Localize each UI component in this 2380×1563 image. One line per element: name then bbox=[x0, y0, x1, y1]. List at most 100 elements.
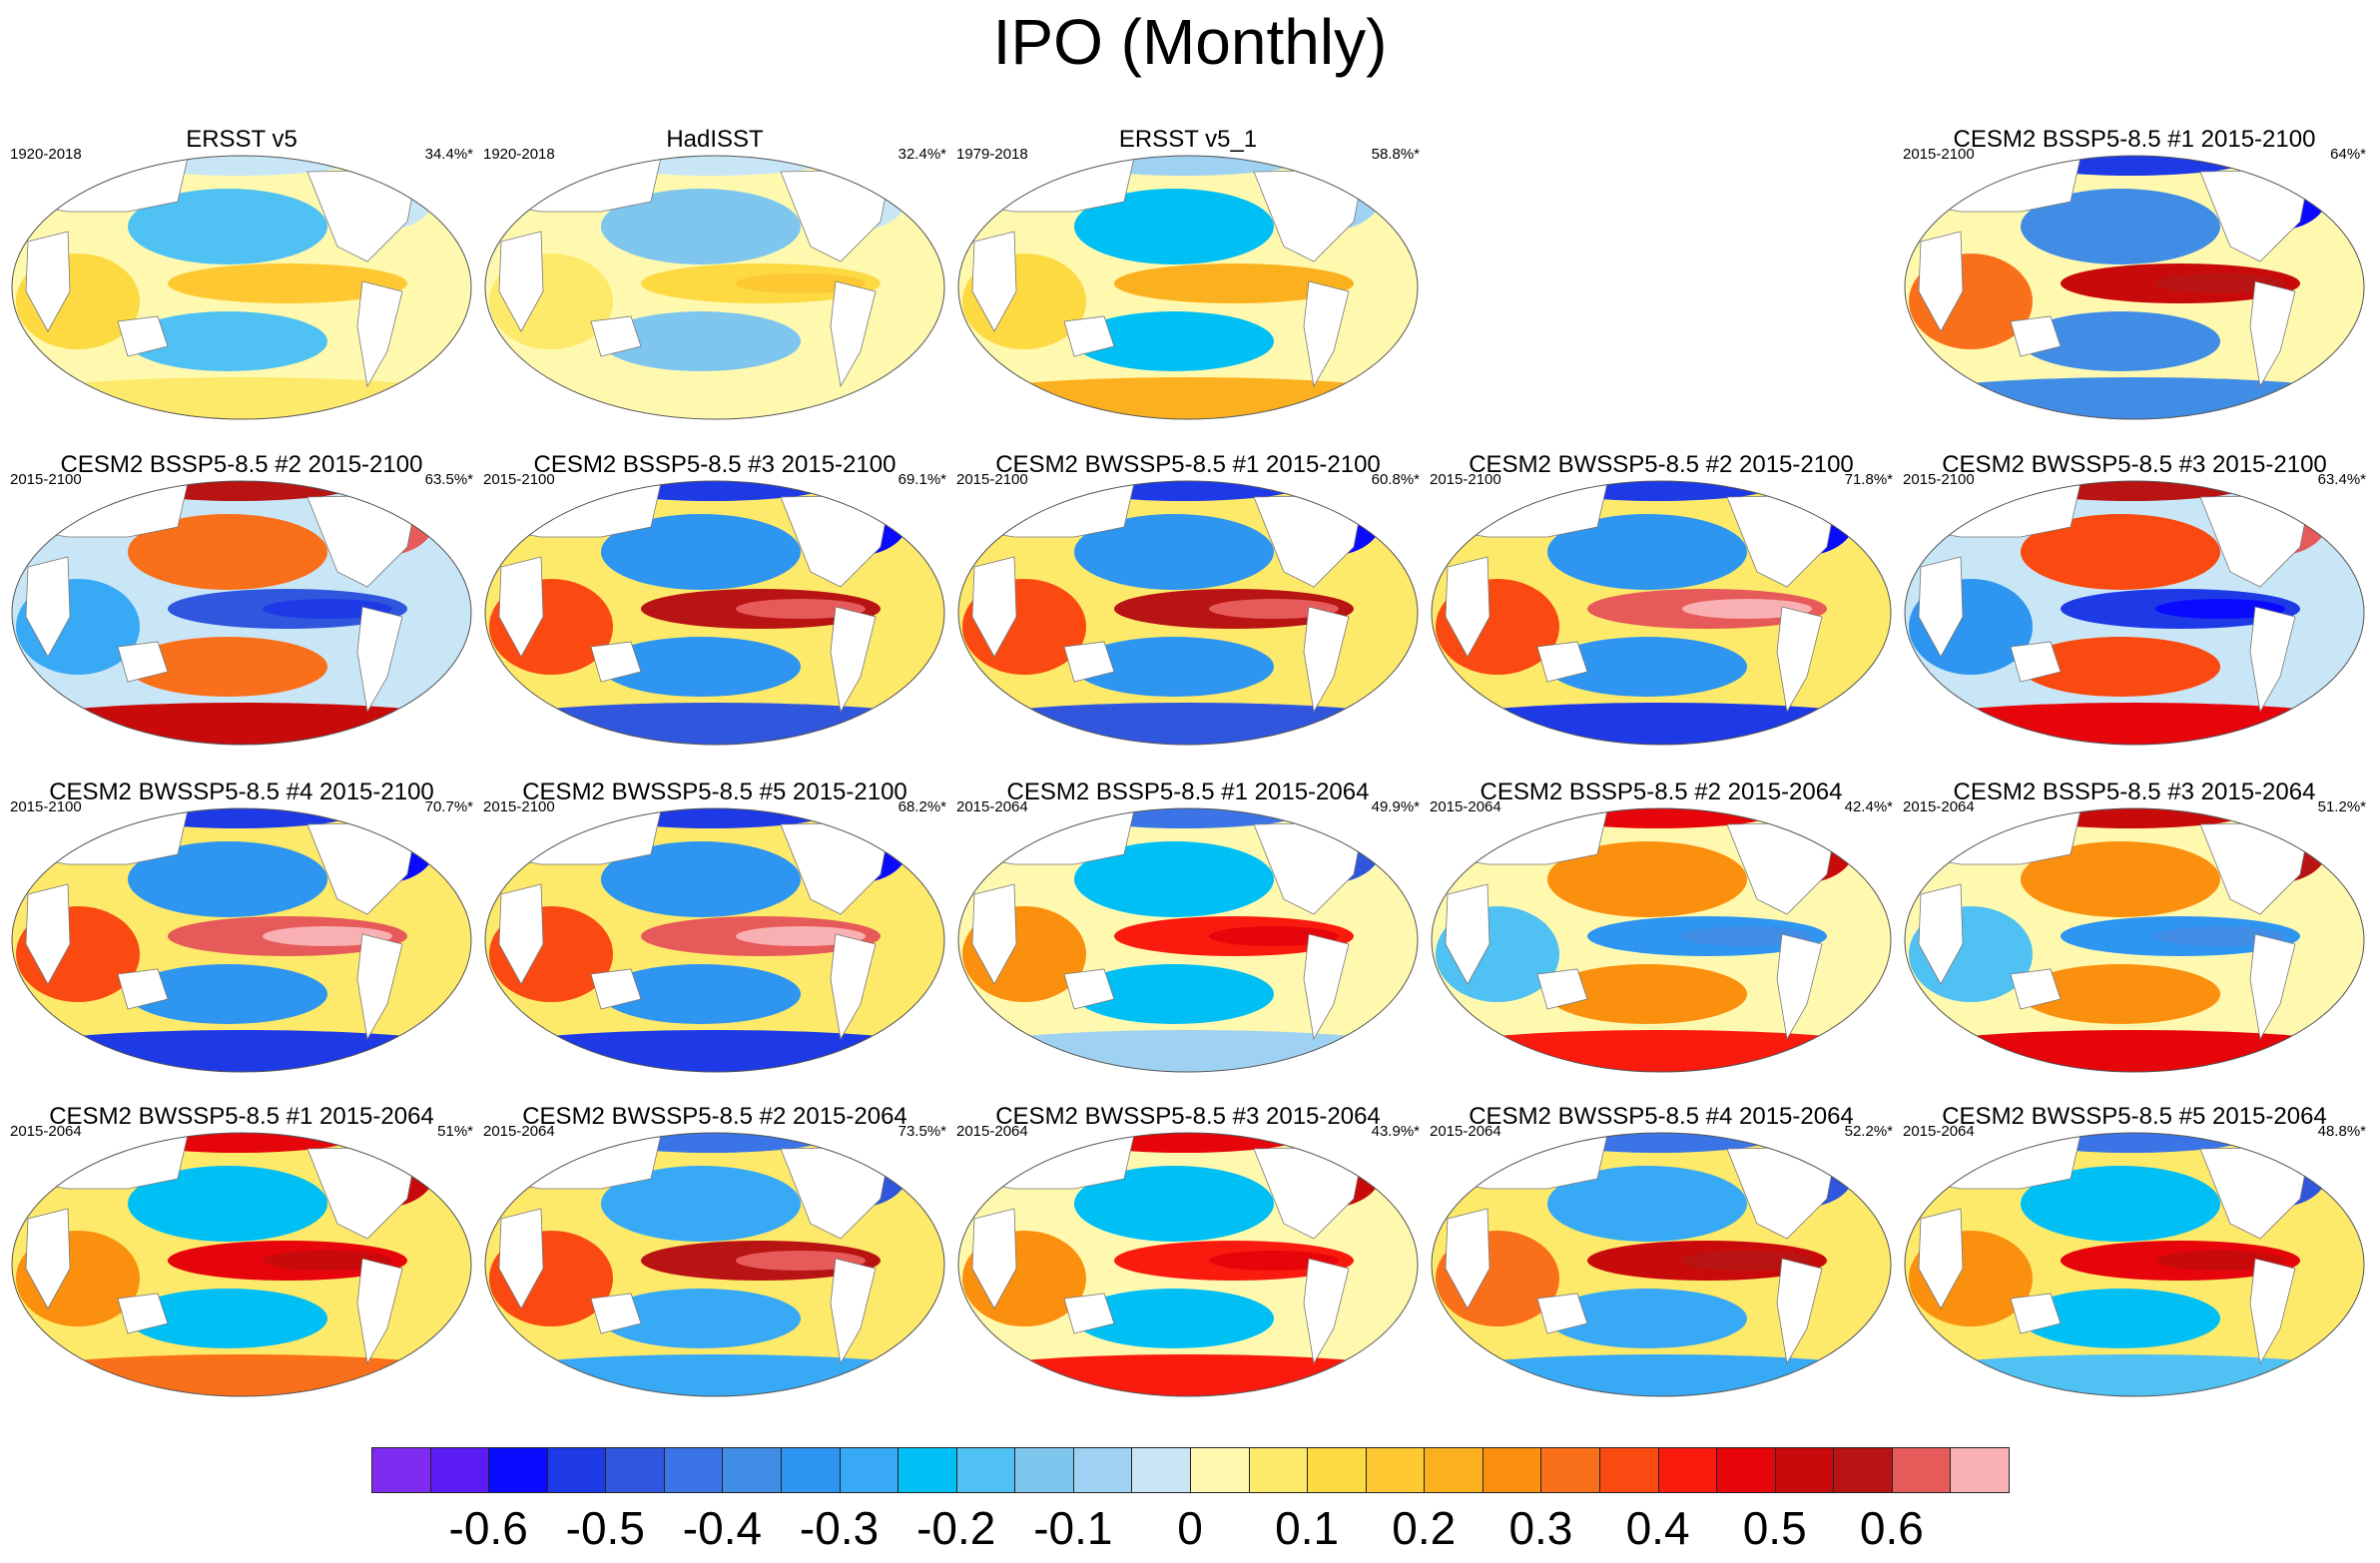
australia-land bbox=[2010, 968, 2062, 1010]
panel-title: CESM2 BWSSP5-8.5 #2 2015-2100 bbox=[1469, 451, 1854, 478]
south-america-land bbox=[830, 280, 877, 388]
south-america-land bbox=[830, 1258, 877, 1365]
southern-ocean-band bbox=[485, 703, 944, 745]
africa-land bbox=[971, 1208, 1017, 1309]
africa-land bbox=[498, 231, 544, 332]
south-pacific-anomaly bbox=[601, 311, 801, 371]
southern-ocean-band bbox=[485, 1030, 944, 1072]
south-pacific-anomaly bbox=[1074, 964, 1274, 1024]
panel-period: 2015-2064 bbox=[1903, 798, 1975, 815]
map-outline bbox=[11, 480, 472, 746]
map-panel: CESM2 BWSSP5-8.5 #1 2015-2064 2015-2064 51… bbox=[8, 1103, 475, 1402]
greenland-land bbox=[899, 161, 931, 193]
colorbar-swatch bbox=[1833, 1447, 1893, 1493]
colorbar-swatch bbox=[605, 1447, 665, 1493]
panel-variance-percent: 51.2%* bbox=[2317, 798, 2366, 815]
map-outline bbox=[957, 1132, 1419, 1397]
south-america-land bbox=[1776, 1258, 1823, 1365]
south-pacific-anomaly bbox=[1074, 311, 1274, 371]
map-panel: CESM2 BSSP5-8.5 #3 2015-2064 2015-2064 51.… bbox=[1901, 779, 2368, 1078]
map-outline bbox=[1431, 807, 1892, 1073]
sst-pattern-map bbox=[1431, 1132, 1892, 1397]
south-pacific-anomaly bbox=[128, 964, 327, 1024]
colorbar-tick-label: 0.2 bbox=[1392, 1502, 1457, 1554]
tropical-pacific-core bbox=[736, 926, 866, 946]
map-outline bbox=[1904, 155, 2365, 420]
south-america-land bbox=[2249, 280, 2296, 388]
colorbar-swatch bbox=[1950, 1447, 2010, 1493]
australia-land bbox=[1063, 315, 1115, 357]
australia-land bbox=[590, 1293, 642, 1334]
colorbar-tick-label: -0.2 bbox=[916, 1502, 996, 1554]
map-outline bbox=[957, 155, 1419, 420]
australia-land bbox=[1063, 1293, 1115, 1334]
panel-variance-percent: 42.4%* bbox=[1844, 798, 1893, 815]
africa-land bbox=[25, 556, 71, 658]
tropical-pacific-core bbox=[1682, 926, 1812, 946]
sst-pattern-map bbox=[11, 1132, 472, 1397]
south-pacific-anomaly bbox=[601, 1289, 801, 1348]
sst-pattern-map bbox=[957, 480, 1419, 746]
panel-variance-percent: 64%* bbox=[2330, 146, 2366, 163]
sst-pattern-map bbox=[1904, 807, 2365, 1073]
map-outline bbox=[484, 155, 945, 420]
panel-title: CESM2 BWSSP5-8.5 #2 2015-2064 bbox=[522, 1103, 907, 1130]
colorbar-swatch bbox=[1072, 1447, 1133, 1493]
africa-land bbox=[498, 1208, 544, 1309]
north-pacific-anomaly bbox=[601, 1166, 801, 1242]
south-america-land bbox=[1303, 1258, 1350, 1365]
panel-period: 2015-2100 bbox=[483, 471, 555, 488]
australia-land bbox=[590, 641, 642, 683]
colorbar-swatch bbox=[839, 1447, 899, 1493]
north-pacific-anomaly bbox=[2021, 841, 2220, 917]
north-pacific-anomaly bbox=[128, 841, 327, 917]
colorbar-tick-label: 0.5 bbox=[1742, 1502, 1807, 1554]
panel-variance-percent: 49.9%* bbox=[1371, 798, 1420, 815]
greenland-land bbox=[426, 1138, 458, 1170]
colorbar-swatch bbox=[1482, 1447, 1542, 1493]
colorbar-swatch bbox=[955, 1447, 1016, 1493]
panel-title: CESM2 BWSSP5-8.5 #1 2015-2064 bbox=[49, 1103, 434, 1130]
australia-land bbox=[590, 968, 642, 1010]
southern-ocean-band bbox=[12, 703, 471, 745]
colorbar-swatch bbox=[722, 1447, 782, 1493]
panel-variance-percent: 52.2%* bbox=[1844, 1123, 1893, 1140]
panel-title: CESM2 BSSP5-8.5 #1 2015-2100 bbox=[1953, 126, 2316, 153]
africa-land bbox=[1445, 556, 1490, 658]
map-panel: CESM2 BSSP5-8.5 #1 2015-2064 2015-2064 49.… bbox=[954, 779, 1422, 1078]
sst-pattern-map bbox=[484, 155, 945, 420]
map-panel: CESM2 BSSP5-8.5 #2 2015-2064 2015-2064 42.… bbox=[1428, 779, 1895, 1078]
north-pacific-anomaly bbox=[1547, 1166, 1747, 1242]
map-outline bbox=[484, 480, 945, 746]
colorbar-swatch bbox=[1131, 1447, 1191, 1493]
greenland-land bbox=[899, 486, 931, 518]
southern-ocean-band bbox=[958, 1354, 1418, 1396]
map-panel: CESM2 BWSSP5-8.5 #4 2015-2100 2015-2100 70… bbox=[8, 779, 475, 1078]
map-panel: CESM2 BWSSP5-8.5 #5 2015-2100 2015-2100 68… bbox=[481, 779, 948, 1078]
sst-pattern-map bbox=[1431, 480, 1892, 746]
north-pacific-anomaly bbox=[128, 514, 327, 590]
panel-title: CESM2 BWSSP5-8.5 #1 2015-2100 bbox=[995, 451, 1381, 478]
map-outline bbox=[1904, 807, 2365, 1073]
greenland-land bbox=[426, 813, 458, 845]
colorbar-swatch bbox=[663, 1447, 724, 1493]
colorbar-swatch bbox=[371, 1447, 431, 1493]
greenland-land bbox=[1373, 813, 1405, 845]
greenland-land bbox=[899, 1138, 931, 1170]
sst-pattern-map bbox=[957, 807, 1419, 1073]
southern-ocean-band bbox=[1432, 1030, 1891, 1072]
south-pacific-anomaly bbox=[2021, 964, 2220, 1024]
southern-ocean-band bbox=[958, 703, 1418, 745]
africa-land bbox=[498, 556, 544, 658]
colorbar-swatch bbox=[1307, 1447, 1367, 1493]
greenland-land bbox=[426, 486, 458, 518]
greenland-land bbox=[1373, 161, 1405, 193]
africa-land bbox=[1918, 231, 1964, 332]
panel-variance-percent: 68.2%* bbox=[897, 798, 946, 815]
tropical-pacific-core bbox=[263, 1251, 392, 1271]
map-panel: CESM2 BWSSP5-8.5 #2 2015-2100 2015-2100 71… bbox=[1428, 451, 1895, 751]
map-outline bbox=[957, 480, 1419, 746]
colorbar-swatch bbox=[488, 1447, 548, 1493]
australia-land bbox=[1536, 1293, 1588, 1334]
colorbar-tick-label: -0.3 bbox=[799, 1502, 880, 1554]
